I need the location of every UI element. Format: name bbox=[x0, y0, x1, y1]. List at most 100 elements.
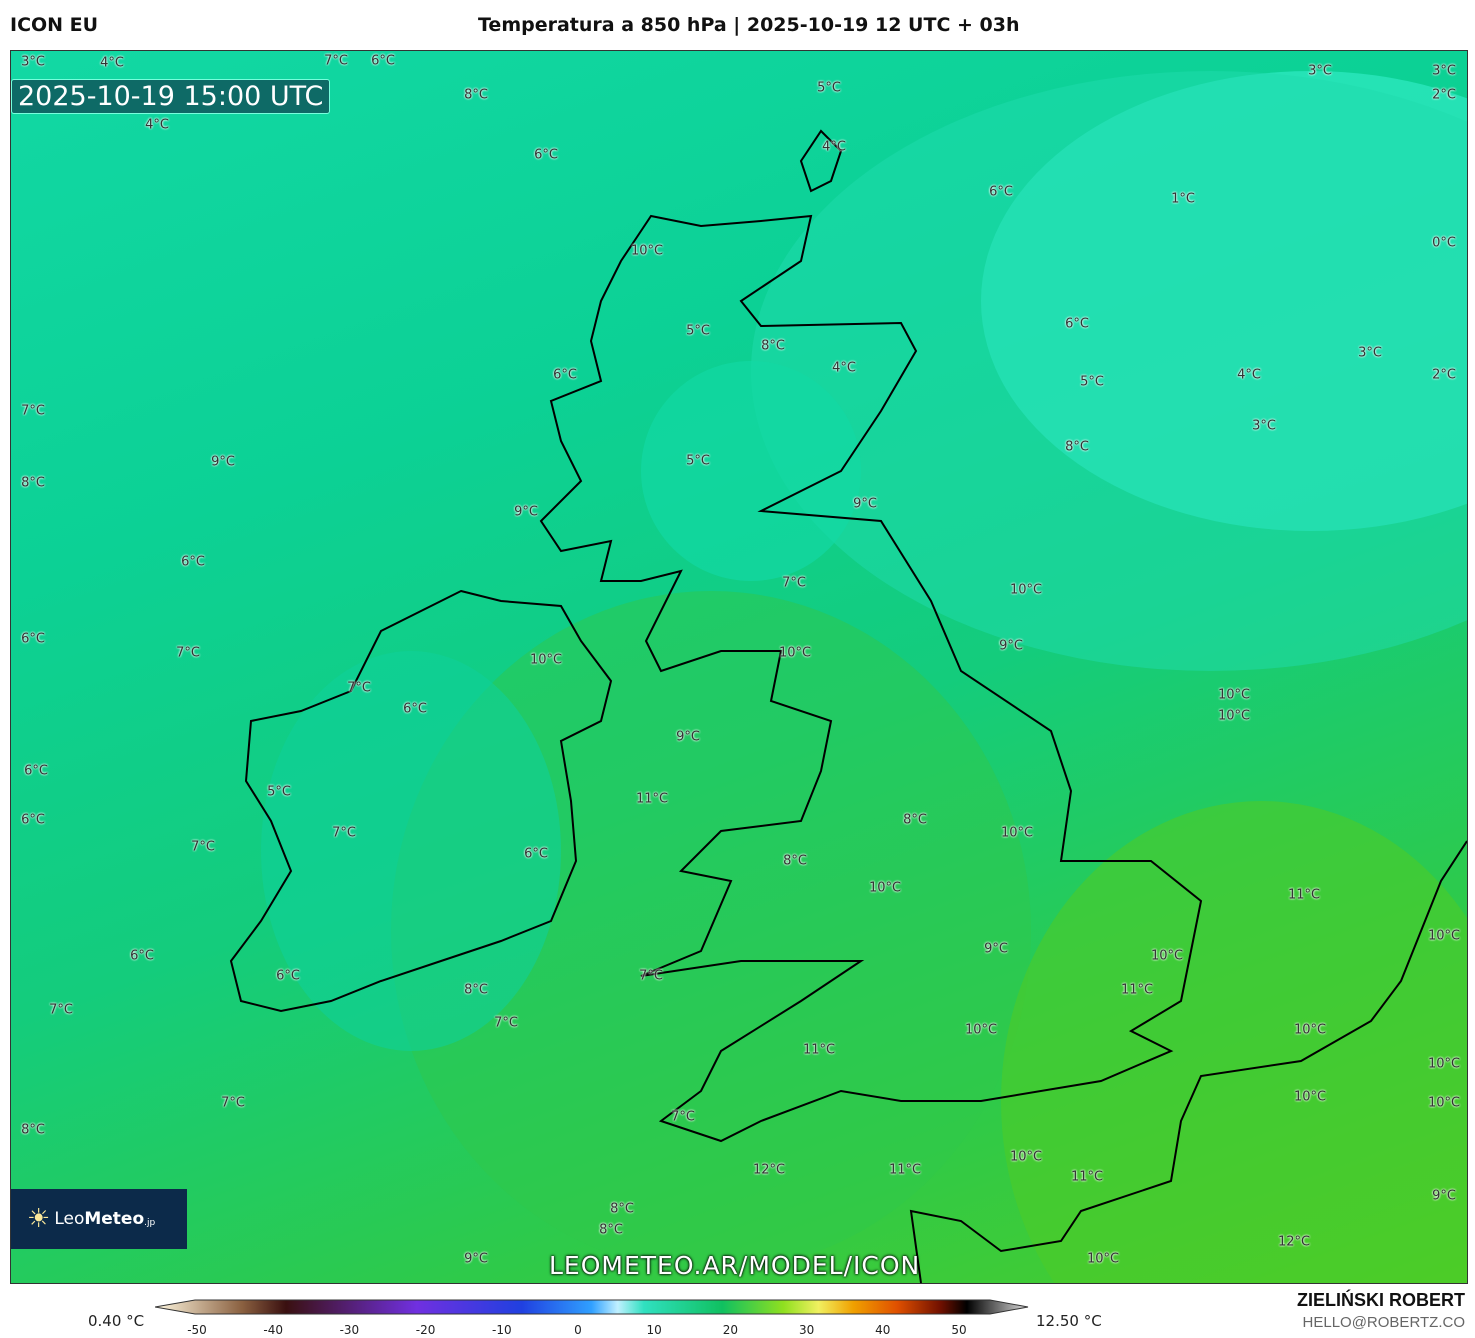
colorbar bbox=[155, 1299, 1029, 1315]
isotherm-label: 4°C bbox=[1237, 367, 1261, 383]
continent-coast bbox=[909, 840, 1467, 1283]
isotherm-label: 10°C bbox=[1293, 1022, 1327, 1038]
model-name: ICON EU bbox=[10, 14, 99, 36]
isotherm-label: 8°C bbox=[761, 338, 785, 354]
colorbar-tick: 50 bbox=[951, 1323, 967, 1337]
isotherm-label: 10°C bbox=[1427, 1056, 1461, 1072]
colorbar-tick: -10 bbox=[491, 1323, 512, 1337]
cool-scotland bbox=[641, 361, 861, 581]
leometeo-logo[interactable]: ☀ Leo Meteo .jp bbox=[11, 1189, 187, 1249]
isotherm-label: 7°C bbox=[324, 53, 348, 69]
isotherm-label: 1°C bbox=[1171, 191, 1195, 207]
colorbar-tick: -50 bbox=[187, 1323, 207, 1337]
isotherm-label: 7°C bbox=[221, 1095, 245, 1111]
isotherm-label: 0°C bbox=[1432, 235, 1456, 251]
isotherm-label: 6°C bbox=[1065, 316, 1089, 332]
isotherm-label: 12°C bbox=[752, 1162, 786, 1178]
isotherm-label: 10°C bbox=[1427, 1095, 1461, 1111]
isotherm-label: 7°C bbox=[639, 968, 663, 984]
isotherm-label: 8°C bbox=[1065, 439, 1089, 455]
isotherm-label: 8°C bbox=[610, 1201, 634, 1217]
isotherm-label: 6°C bbox=[553, 367, 577, 383]
isotherm-label: 10°C bbox=[529, 652, 563, 668]
isotherm-label: 5°C bbox=[1080, 374, 1104, 390]
cool-ireland bbox=[261, 651, 561, 1051]
isotherm-label: 6°C bbox=[21, 631, 45, 647]
isotherm-label: 6°C bbox=[276, 968, 300, 984]
isotherm-label: 8°C bbox=[464, 982, 488, 998]
isotherm-label: 7°C bbox=[494, 1015, 518, 1031]
colorbar-tick: 10 bbox=[646, 1323, 662, 1337]
isotherm-label: 6°C bbox=[371, 53, 395, 69]
temperature-map[interactable]: 3°C 4°C 7°C 6°C 8°C 4°C 5°C 6°C 4°C 6°C 3°C 3°C 2°C 1… bbox=[10, 50, 1468, 1284]
isotherm-label: 10°C bbox=[1293, 1089, 1327, 1105]
colorbar-tick: 0 bbox=[574, 1323, 582, 1337]
isotherm-label: 8°C bbox=[783, 853, 807, 869]
isotherm-label: 5°C bbox=[267, 784, 291, 800]
watermark-url: LEOMETEO.AR/MODEL/ICON bbox=[549, 1251, 921, 1280]
isotherm-label: 9°C bbox=[514, 504, 538, 520]
warm-region-se bbox=[1001, 801, 1467, 1283]
isotherm-label: 11°C bbox=[1070, 1169, 1104, 1185]
isotherm-label: 6°C bbox=[24, 763, 48, 779]
isotherm-label: 7°C bbox=[191, 839, 215, 855]
isotherm-label: 10°C bbox=[778, 645, 812, 661]
isotherm-label: 3°C bbox=[1432, 63, 1456, 79]
isotherm-label: 8°C bbox=[464, 87, 488, 103]
isotherm-label: 9°C bbox=[984, 941, 1008, 957]
logo-bold: Meteo bbox=[84, 1209, 145, 1229]
warm-region bbox=[391, 591, 1031, 1271]
isotherm-label: 9°C bbox=[1432, 1188, 1456, 1204]
isotherm-label: 11°C bbox=[888, 1162, 922, 1178]
isotherm-label: 4°C bbox=[832, 360, 856, 376]
sun-icon: ☀ bbox=[27, 1204, 51, 1234]
isotherm-label: 9°C bbox=[999, 638, 1023, 654]
isotherm-label: 6°C bbox=[21, 812, 45, 828]
isotherm-label: 5°C bbox=[686, 453, 710, 469]
isotherm-label: 4°C bbox=[100, 55, 124, 71]
colorbar-max-label: 12.50 °C bbox=[1036, 1312, 1102, 1330]
isotherm-label: 10°C bbox=[1009, 582, 1043, 598]
great-britain-coast bbox=[539, 214, 1203, 1143]
isotherm-label: 8°C bbox=[599, 1222, 623, 1238]
colorbar-tick: -40 bbox=[263, 1323, 283, 1337]
author-name: ZIELIŃSKI ROBERT bbox=[1296, 1290, 1465, 1310]
isotherm-label: 8°C bbox=[903, 812, 927, 828]
isotherm-label: 7°C bbox=[332, 825, 356, 841]
isotherm-label: 4°C bbox=[145, 117, 169, 133]
colorbar-tick: 30 bbox=[798, 1323, 815, 1337]
isotherm-label: 5°C bbox=[817, 80, 841, 96]
valid-time-badge: 2025-10-19 15:00 UTC bbox=[11, 79, 331, 114]
isotherm-label: 6°C bbox=[524, 846, 548, 862]
isotherm-label: 7°C bbox=[671, 1109, 695, 1125]
isotherm-label: 7°C bbox=[21, 403, 45, 419]
shetland-islands bbox=[799, 129, 843, 193]
isotherm-label: 10°C bbox=[1000, 825, 1034, 841]
isotherm-label: 8°C bbox=[21, 475, 45, 491]
isotherm-label: 10°C bbox=[868, 880, 902, 896]
author-email[interactable]: HELLO@ROBERTZ.CO bbox=[1302, 1314, 1465, 1331]
isotherm-label: 10°C bbox=[630, 243, 664, 259]
isotherm-label: 7°C bbox=[49, 1002, 73, 1018]
isotherm-label: 3°C bbox=[21, 54, 45, 70]
logo-suffix: .jp bbox=[144, 1218, 156, 1228]
isotherm-label: 10°C bbox=[1217, 708, 1251, 724]
isotherm-label: 10°C bbox=[1086, 1251, 1120, 1267]
isotherm-label: 10°C bbox=[964, 1022, 998, 1038]
isotherm-label: 6°C bbox=[403, 701, 427, 717]
isotherm-label: 6°C bbox=[130, 948, 154, 964]
isotherm-label: 12°C bbox=[1277, 1234, 1311, 1250]
isotherm-label: 3°C bbox=[1252, 418, 1276, 434]
colorbar-tick: -20 bbox=[415, 1323, 436, 1337]
isotherm-label: 11°C bbox=[1287, 887, 1321, 903]
isotherm-label: 4°C bbox=[822, 139, 846, 155]
isotherm-label: 10°C bbox=[1009, 1149, 1043, 1165]
isotherm-label: 11°C bbox=[635, 791, 669, 807]
ireland-coast bbox=[229, 589, 613, 1013]
colorbar-tick: -30 bbox=[339, 1323, 360, 1337]
colorbar-tick: 40 bbox=[875, 1323, 891, 1337]
isotherm-label: 9°C bbox=[853, 496, 877, 512]
isotherm-label: 9°C bbox=[464, 1251, 488, 1267]
isotherm-label: 11°C bbox=[1120, 982, 1154, 998]
isotherm-label: 10°C bbox=[1217, 687, 1251, 703]
